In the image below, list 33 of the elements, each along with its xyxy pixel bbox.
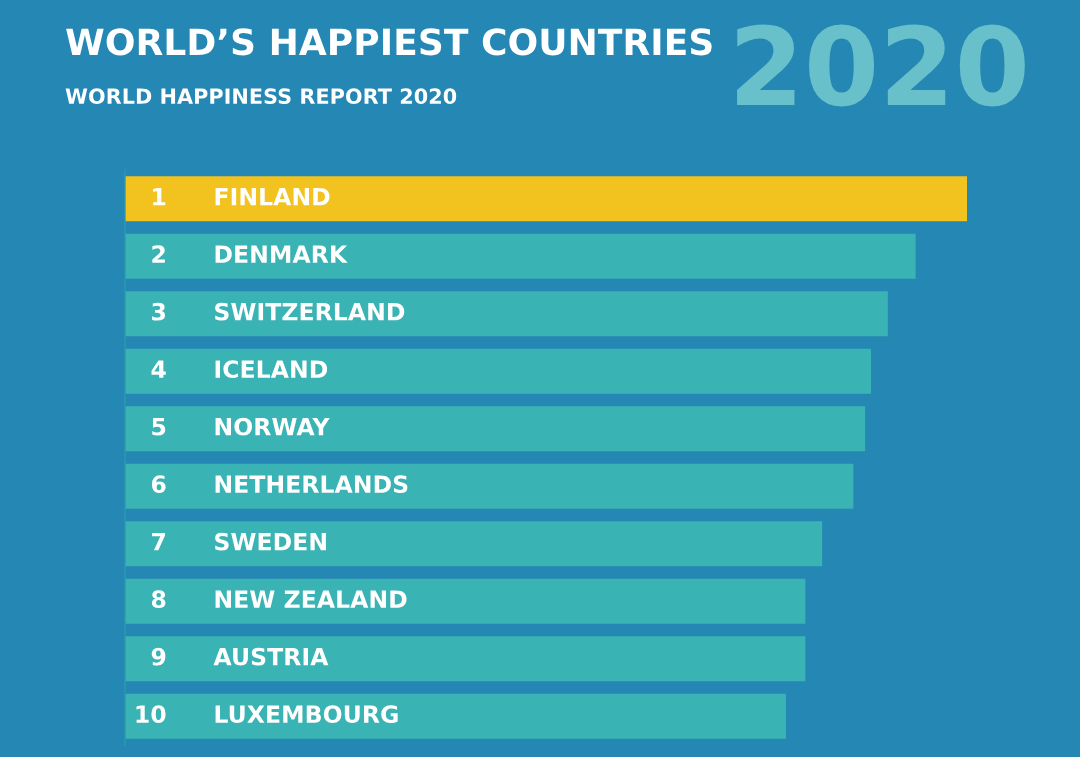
bar — [125, 348, 872, 394]
bar — [125, 693, 786, 739]
annotation: 3 — [152, 302, 166, 321]
annotation: 6 — [151, 475, 166, 494]
y-tick-label: DENMARK — [215, 245, 348, 263]
annotation: 1 — [153, 188, 166, 206]
text: 2020 — [737, 24, 1025, 107]
bar — [125, 578, 806, 624]
annotation: 9 — [151, 647, 166, 666]
y-tick-label: NORWAY — [215, 417, 330, 436]
y-tick-label: NETHERLANDS — [215, 475, 408, 494]
annotation: 8 — [151, 590, 166, 609]
annotation: 5 — [152, 418, 166, 436]
y-tick-label: LUXEMBOURG — [215, 705, 398, 724]
y-tick-label: FINLAND — [215, 188, 330, 206]
bar — [125, 233, 916, 279]
bar — [125, 521, 823, 567]
y-tick-label: ICELAND — [215, 360, 328, 379]
bar — [125, 636, 806, 682]
annotation: 4 — [151, 360, 166, 378]
chart-subtitle: WORLD HAPPINESS REPORT 2020 — [65, 88, 457, 105]
y-tick-label: SWEDEN — [215, 532, 326, 551]
y-tick-label: AUSTRIA — [213, 647, 329, 666]
chart-title: WORLD’S HAPPIEST COUNTRIES — [66, 28, 712, 56]
y-tick-label: NEW ZEALAND — [215, 590, 407, 608]
annotation: 7 — [152, 533, 166, 551]
bar — [125, 176, 967, 222]
annotation: 10 — [136, 705, 166, 724]
y-tick-label: SWITZERLAND — [215, 302, 405, 321]
bar — [125, 406, 866, 452]
bar — [125, 291, 888, 337]
bar — [125, 463, 854, 509]
annotation: 2 — [152, 245, 165, 263]
